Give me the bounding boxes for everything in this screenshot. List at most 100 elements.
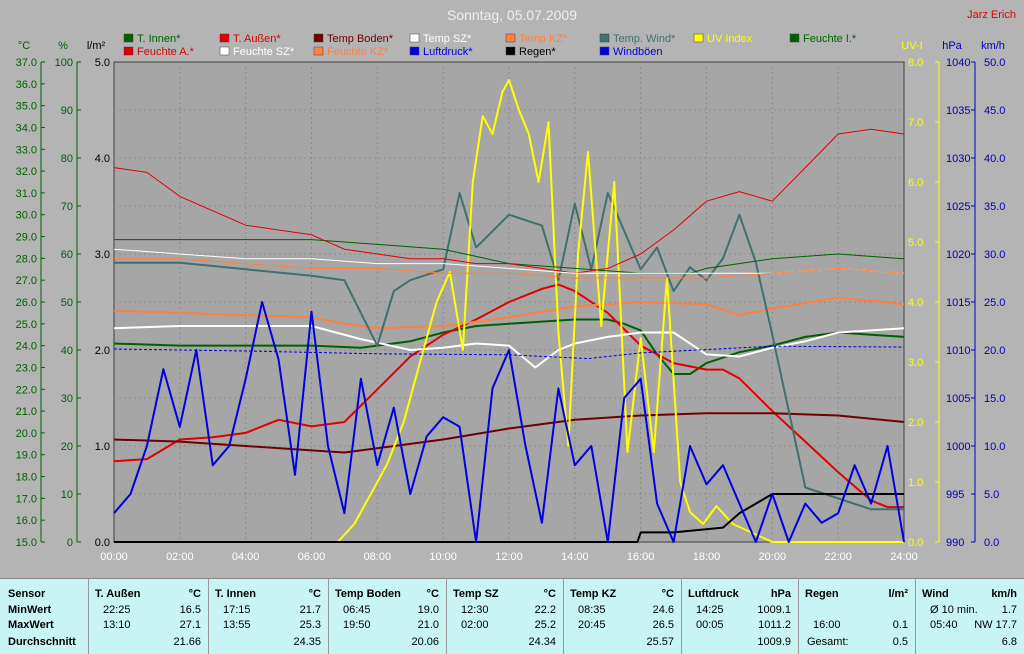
stats-column-name: Luftdruck: [688, 588, 739, 600]
axis-tick-label: 35.0: [16, 101, 37, 113]
axis-tick-label: 37.0: [16, 57, 37, 69]
series-line: [113, 301, 905, 543]
weather-chart: Sonntag, 05.07.2009 Jarz Erich T. Innen*…: [15, 7, 1016, 563]
series-line: [113, 296, 905, 330]
stats-avg-value: 24.35: [293, 636, 321, 648]
series-line: [113, 128, 905, 274]
legend-label: Regen*: [519, 46, 556, 58]
stats-column-unit: °C: [661, 588, 674, 600]
axis-unit: %: [58, 40, 68, 52]
stats-min-time: 14:25: [696, 604, 724, 616]
stats-min-time: 08:35: [578, 604, 606, 616]
legend-swatch: [599, 33, 610, 43]
x-tick-label: 04:00: [232, 551, 260, 563]
legend-swatch: [409, 33, 420, 43]
legend-label: Feuchte KZ*: [327, 46, 389, 58]
stats-max-value: 25.2: [534, 619, 556, 631]
axis-unit: °C: [18, 40, 30, 52]
stats-column-unit: °C: [308, 588, 321, 600]
stats-column-name: Temp Boden: [335, 588, 401, 600]
axis-tick-label: 1015: [946, 297, 970, 309]
stats-min-value: 22.2: [534, 604, 556, 616]
stats-min-value: 16.5: [179, 604, 201, 616]
legend-label: Temp KZ*: [519, 33, 568, 45]
stats-max-time: 20:45: [578, 619, 606, 631]
legend-swatch: [219, 46, 230, 56]
legend-swatch: [505, 46, 516, 56]
stats-column-name: Regen: [805, 588, 839, 600]
axis-tick-label: 60: [61, 249, 73, 261]
axis-tick-label: 0.0: [908, 537, 923, 549]
axis-tick-label: 2.0: [95, 345, 110, 357]
axis-tick-label: 10: [61, 489, 73, 501]
stats-column-name: Temp SZ: [453, 588, 499, 600]
chart-title: Sonntag, 05.07.2009: [447, 7, 577, 23]
stats-min-value: 19.0: [417, 604, 439, 616]
legend-swatch: [599, 46, 610, 56]
legend-swatch: [313, 33, 324, 43]
series-line: [113, 345, 905, 360]
axis-tick-label: 990: [946, 537, 964, 549]
stats-avg-value: 0.5: [892, 636, 908, 648]
stats-label-min: MinWert: [8, 604, 52, 616]
axis-tick-label: 1040: [946, 57, 970, 69]
series-line: [113, 412, 905, 454]
stats-column: T. Innen °C 17:15 21.7 13:55 25.3 24.35: [208, 579, 329, 654]
axis-tick-label: 17.0: [16, 493, 37, 505]
series-line: [114, 191, 904, 511]
stats-min-time: 17:15: [223, 604, 251, 616]
axis-tick-label: 25.0: [16, 319, 37, 331]
x-tick-label: 12:00: [495, 551, 523, 563]
stats-min-time: 22:25: [103, 604, 131, 616]
axis-tick-label: 30: [61, 393, 73, 405]
stats-column-unit: °C: [426, 588, 439, 600]
axis-tick-label: 80: [61, 153, 73, 165]
axis-tick-label: 1.0: [95, 441, 110, 453]
axis-tick-label: 1005: [946, 393, 970, 405]
stats-max-time: 13:55: [223, 619, 251, 631]
axis-tick-label: 90: [61, 105, 73, 117]
legend-label: Temp SZ*: [423, 33, 472, 45]
stats-column-name: Temp KZ: [570, 588, 617, 600]
stats-max-value: 26.5: [652, 619, 674, 631]
axis-tick-label: 28.0: [16, 253, 37, 265]
x-tick-label: 00:00: [100, 551, 128, 563]
series-line: [113, 283, 904, 509]
stats-column-name: T. Außen: [95, 588, 141, 600]
legend-swatch: [123, 33, 134, 43]
axis-tick-label: 6.0: [908, 177, 923, 189]
x-tick-label: 10:00: [429, 551, 457, 563]
series-line: [114, 79, 904, 543]
stats-max-time: 13:10: [103, 619, 131, 631]
series-line: [113, 325, 905, 369]
axis-tick-label: 0.0: [95, 537, 110, 549]
stats-label-sensor: Sensor: [8, 588, 46, 600]
stats-avg-value: 24.34: [528, 636, 556, 648]
axis-tick-label: 33.0: [16, 144, 37, 156]
x-tick-label: 06:00: [298, 551, 326, 563]
legend-label: Feuchte SZ*: [233, 46, 295, 58]
axis-tick-label: 20: [61, 441, 73, 453]
legend: T. Innen* T. Außen* Temp Boden* Temp SZ* Tem…: [123, 33, 857, 58]
axis-tick-label: 995: [946, 489, 964, 501]
stats-max-value: 1011.2: [758, 619, 791, 631]
stats-max-value: 0.1: [892, 619, 908, 631]
stats-column-name: T. Innen: [215, 588, 256, 600]
axis-tick-label: 5.0: [908, 237, 923, 249]
axis-tick-label: 3.0: [95, 249, 110, 261]
stats-max-time: 02:00: [461, 619, 489, 631]
stats-column-unit: °C: [543, 588, 556, 600]
axis-tick-label: 27.0: [16, 275, 37, 287]
series-line: [114, 239, 905, 274]
axis-tick-label: 100: [55, 57, 73, 69]
legend-swatch: [505, 33, 516, 43]
stats-avg-value: 6.8: [1001, 636, 1017, 648]
axis-tick-label: 24.0: [16, 341, 37, 353]
stats-max-value: 27.1: [179, 619, 201, 631]
legend-swatch: [693, 33, 704, 43]
axis-tick-label: 1030: [946, 153, 970, 165]
axis-tick-label: 10.0: [984, 441, 1005, 453]
axis-tick-label: 32.0: [16, 166, 37, 178]
stats-column: Temp Boden °C 06:45 19.0 19:50 21.0 20.06: [328, 579, 447, 654]
stats-min-time: Ø 10 min.: [930, 604, 978, 616]
